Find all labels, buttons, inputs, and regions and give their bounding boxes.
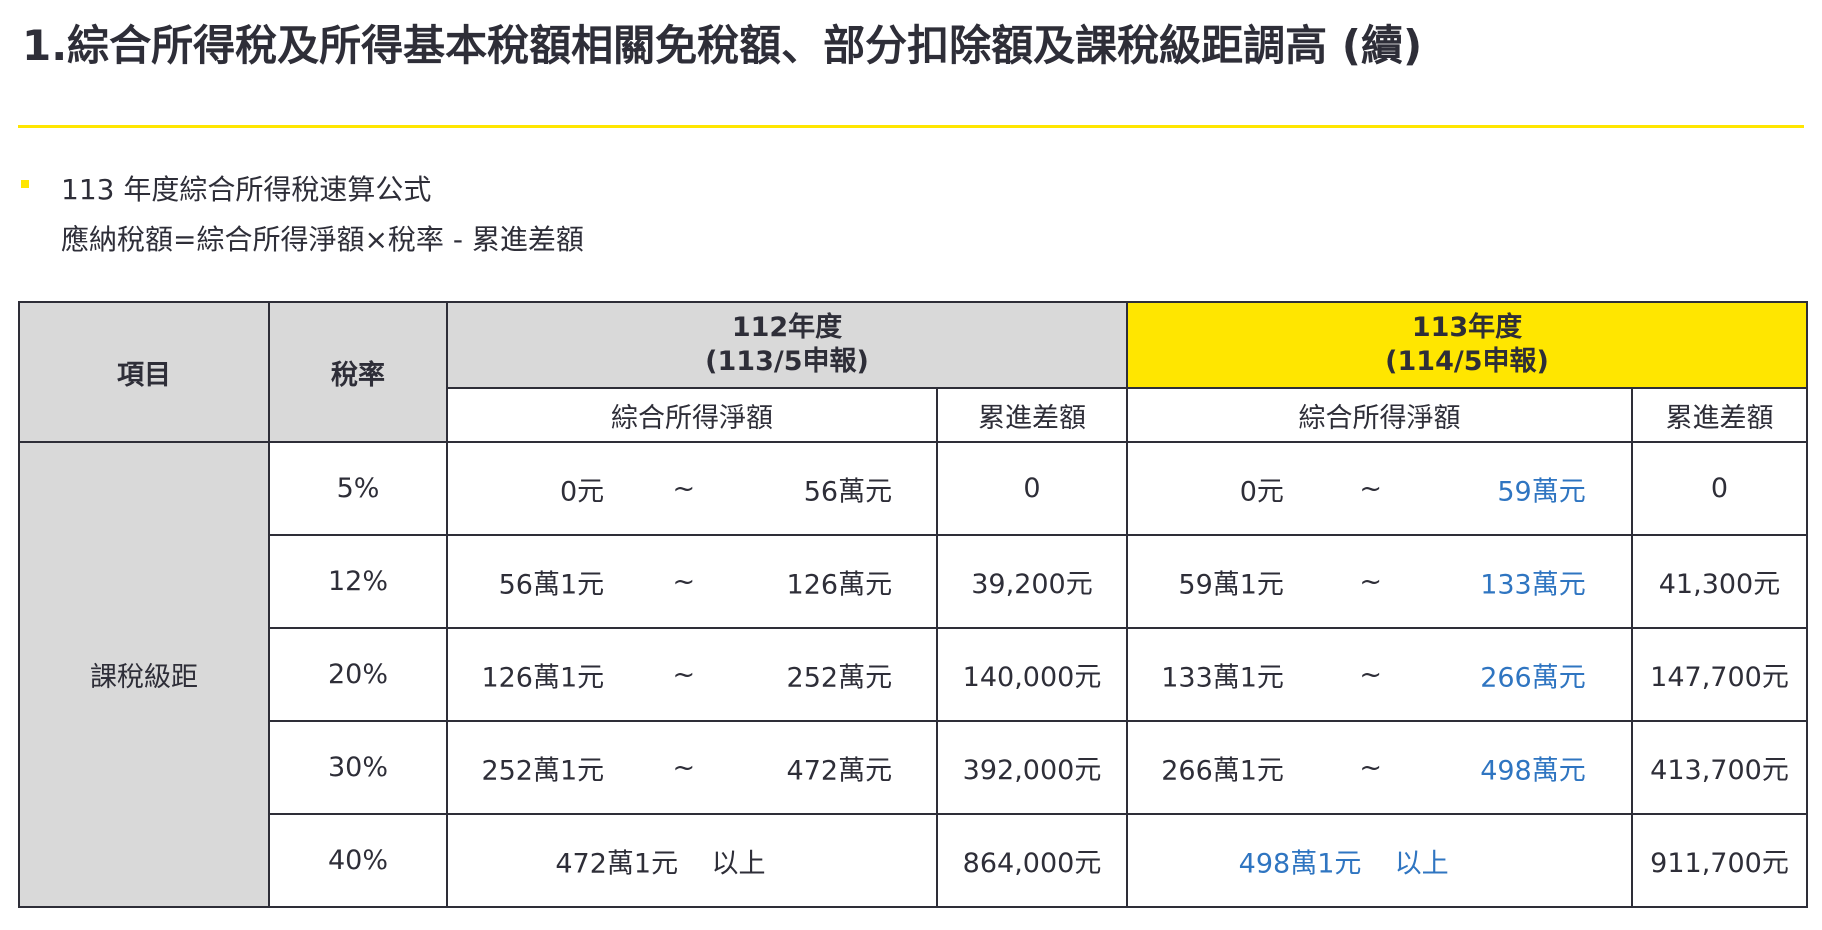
range-to: 498萬元	[1480, 755, 1586, 786]
range-tilde: ~	[672, 473, 696, 504]
range-tilde: ~	[672, 566, 696, 597]
range-tilde: ~	[1359, 566, 1382, 597]
range-tilde: ~	[672, 659, 696, 690]
header-113-progressive-diff: 累進差額	[1631, 387, 1808, 443]
range-from: 472萬1元	[555, 848, 679, 879]
rate-cell: 12%	[268, 534, 448, 629]
header-112-progressive-diff: 累進差額	[936, 387, 1128, 443]
range-tilde: ~	[1359, 752, 1382, 783]
diff-113-cell: 911,700元	[1631, 813, 1808, 908]
range-above: 以上	[711, 848, 766, 879]
range-to: 252萬元	[786, 662, 893, 693]
range-to: 266萬元	[1480, 662, 1586, 693]
range-112-cell: 252萬1元 ~ 472萬元	[446, 720, 938, 815]
range-from: 56萬1元	[498, 569, 605, 600]
range-to: 59萬元	[1497, 476, 1586, 507]
table-row: 40% 472萬1元 以上 864,000元 498萬1元 以上 911,700…	[19, 813, 1808, 908]
range-112-cell: 126萬1元 ~ 252萬元	[446, 627, 938, 722]
formula-text: 應納稅額=綜合所得淨額×稅率 - 累進差額	[61, 223, 584, 256]
range-112-cell: 0元 ~ 56萬元	[446, 441, 938, 536]
range-from: 252萬1元	[481, 755, 605, 786]
header-year-113-title: 113年度	[1411, 312, 1523, 343]
rate-cell: 5%	[268, 441, 448, 536]
range-112-cell: 472萬1元 以上	[446, 813, 938, 908]
range-above: 以上	[1394, 848, 1449, 879]
header-year-112-title: 112年度	[731, 312, 843, 343]
header-year-112-filing: (113/5申報)	[705, 346, 869, 377]
range-from: 126萬1元	[481, 662, 605, 693]
rate-cell: 40%	[268, 813, 448, 908]
diff-112-cell: 0	[936, 441, 1128, 536]
header-year-113-filing: (114/5申報)	[1385, 346, 1549, 377]
range-113-cell: 0元 ~ 59萬元	[1126, 441, 1633, 536]
header-item: 項目	[18, 301, 270, 443]
bullet-square-icon	[21, 180, 29, 188]
diff-113-cell: 413,700元	[1631, 720, 1808, 815]
range-tilde: ~	[1359, 659, 1382, 690]
range-113-cell: 133萬1元 ~ 266萬元	[1126, 627, 1633, 722]
page-title: 1.綜合所得稅及所得基本稅額相關免稅額、部分扣除額及課稅級距調高 (續)	[22, 21, 1423, 70]
range-from: 266萬1元	[1161, 755, 1284, 786]
range-113-cell: 266萬1元 ~ 498萬元	[1126, 720, 1633, 815]
header-rate: 稅率	[268, 301, 448, 443]
range-from: 498萬1元	[1238, 848, 1362, 879]
range-from: 59萬1元	[1178, 569, 1284, 600]
header-year-113: 113年度 (114/5申報)	[1126, 301, 1808, 389]
row-label-tax-bracket: 課稅級距	[18, 441, 270, 908]
rate-cell: 20%	[268, 627, 448, 722]
range-113-cell: 59萬1元 ~ 133萬元	[1126, 534, 1633, 629]
range-to: 56萬元	[803, 476, 893, 507]
formula-heading: 113 年度綜合所得稅速算公式	[61, 173, 432, 206]
table-row: 30% 252萬1元 ~ 472萬元 392,000元 266萬1元 ~ 498…	[19, 720, 1808, 815]
table-row: 課稅級距 5% 0元 ~ 56萬元 0 0元 ~ 59萬元 0	[18, 441, 1808, 908]
header-year-112: 112年度 (113/5申報)	[446, 301, 1128, 389]
diff-112-cell: 140,000元	[936, 627, 1128, 722]
range-113-cell: 498萬1元 以上	[1126, 813, 1633, 908]
diff-113-cell: 147,700元	[1631, 627, 1808, 722]
range-tilde: ~	[672, 752, 696, 783]
range-to: 126萬元	[786, 569, 893, 600]
header-112-net-income: 綜合所得淨額	[446, 387, 938, 443]
tax-bracket-table: 項目 稅率 112年度 (113/5申報) 113年度 (114/5申報) 綜合…	[18, 301, 1808, 908]
range-from: 0元	[1239, 476, 1284, 507]
range-to: 472萬元	[786, 755, 893, 786]
diff-112-cell: 864,000元	[936, 813, 1128, 908]
table-row: 12% 56萬1元 ~ 126萬元 39,200元 59萬1元 ~ 133萬元 …	[19, 534, 1808, 629]
range-tilde: ~	[1359, 473, 1382, 504]
title-divider	[18, 125, 1804, 128]
range-112-cell: 56萬1元 ~ 126萬元	[446, 534, 938, 629]
diff-113-cell: 41,300元	[1631, 534, 1808, 629]
table-row: 20% 126萬1元 ~ 252萬元 140,000元 133萬1元 ~ 266…	[19, 627, 1808, 722]
header-113-net-income: 綜合所得淨額	[1126, 387, 1633, 443]
diff-113-cell: 0	[1631, 441, 1808, 536]
diff-112-cell: 39,200元	[936, 534, 1128, 629]
range-from: 0元	[559, 476, 605, 507]
rate-cell: 30%	[268, 720, 448, 815]
range-to: 133萬元	[1480, 569, 1586, 600]
range-from: 133萬1元	[1161, 662, 1284, 693]
diff-112-cell: 392,000元	[936, 720, 1128, 815]
